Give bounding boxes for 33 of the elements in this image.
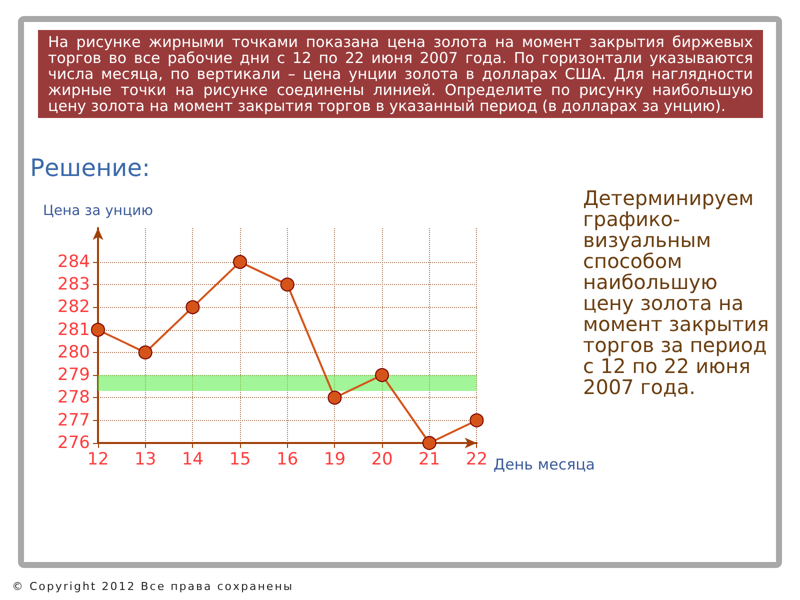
point <box>186 300 200 314</box>
y-tick-label: 279 <box>58 365 90 386</box>
y-tick-label: 277 <box>58 410 90 430</box>
x-tick-label: 20 <box>371 450 393 470</box>
y-tick-label: 281 <box>58 320 90 340</box>
x-tick-label: 14 <box>182 450 204 470</box>
x-tick-label: 13 <box>134 450 156 470</box>
y-tick-label: 276 <box>58 433 90 453</box>
x-tick-label: 12 <box>87 450 109 470</box>
x-tick-label: 16 <box>276 450 298 470</box>
point <box>422 436 436 450</box>
text: Детерминируем графико-визуальным способом наибольшую цену золота на момент закрытия торгов за период с 12 по 22 июня 2007 года. <box>583 186 769 399</box>
x-axis-title: День месяца <box>493 456 596 474</box>
y-tick-label: 280 <box>58 342 90 362</box>
point <box>91 322 105 337</box>
x-tick-label: 21 <box>418 450 440 470</box>
x-tick-label: 22 <box>466 450 488 470</box>
y-tick-label: 278 <box>58 388 90 408</box>
x-tick-label: 19 <box>324 450 346 470</box>
x-tick-label: 15 <box>229 450 251 470</box>
point <box>328 390 342 405</box>
point <box>280 278 294 292</box>
text: © Copyright 2012 Все права сохранены <box>12 580 294 593</box>
point <box>470 413 484 428</box>
point <box>233 254 248 269</box>
chart-subtitle: Решение: <box>30 154 150 182</box>
y-axis-title: Цена за унцию <box>43 203 154 219</box>
point <box>375 368 390 382</box>
point <box>138 345 152 360</box>
y-tick-label: 282 <box>58 297 90 318</box>
chart-title: На рисунке жирными точками показана цена золота на момент закрытия биржевых торгов во все рабочие дни с 12 по 22 июня 2007 года. По горизонтали указываются числа месяца, по вертикали – цена унции золота в долларах США. Для наглядности жирные точки на рисунке соединены линией. Определите по рисунку наибольшую цену золота на момент закрытия торгов в указанный период (в долларах за унцию). <box>38 30 763 118</box>
y-tick-label: 283 <box>58 274 90 295</box>
y-tick-label: 284 <box>58 252 90 272</box>
